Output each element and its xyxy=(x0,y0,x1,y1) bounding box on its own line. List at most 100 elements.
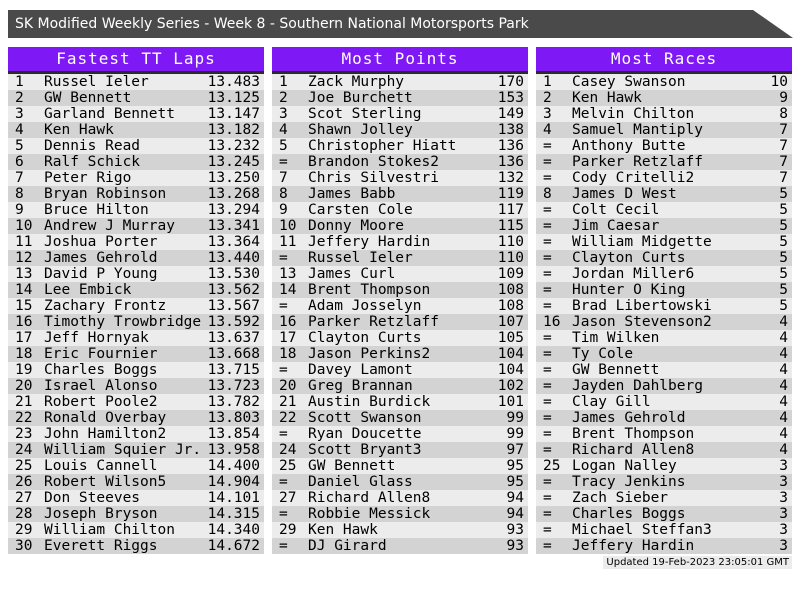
rank-cell: 9 xyxy=(279,202,288,218)
table-row: = Clay Gill 4 xyxy=(536,394,792,410)
rank-cell: 8 xyxy=(543,186,552,202)
name-cell: Dennis Read xyxy=(44,138,141,154)
rank-cell: = xyxy=(543,394,552,410)
rank-cell: 29 xyxy=(279,522,297,538)
table-row: = Robbie Messick 94 xyxy=(272,506,528,522)
name-cell: Brent Thompson xyxy=(572,426,695,442)
rank-cell: = xyxy=(543,154,552,170)
rank-cell: 3 xyxy=(543,106,552,122)
name-cell: Christopher Hiatt xyxy=(308,138,457,154)
name-cell: Joshua Porter xyxy=(44,234,158,250)
name-cell: William Midgette xyxy=(572,234,712,250)
table-row: 20 Greg Brannan 102 xyxy=(272,378,528,394)
value-cell: 107 xyxy=(497,314,524,330)
table-row: 9 Bruce Hilton 13.294 xyxy=(8,202,264,218)
value-cell: 13.245 xyxy=(207,154,260,170)
value-cell: 5 xyxy=(779,186,788,202)
value-cell: 153 xyxy=(497,90,524,106)
value-cell: 13.530 xyxy=(207,266,260,282)
value-cell: 5 xyxy=(779,218,788,234)
table-row: 16 Jason Stevenson2 4 xyxy=(536,314,792,330)
rank-cell: = xyxy=(543,362,552,378)
rank-cell: 27 xyxy=(279,490,297,506)
table-row: 8 James Babb 119 xyxy=(272,186,528,202)
table-row: 17 Clayton Curts 105 xyxy=(272,330,528,346)
rank-cell: 29 xyxy=(15,522,33,538)
rank-cell: = xyxy=(279,154,288,170)
table-row: 7 Chris Silvestri 132 xyxy=(272,170,528,186)
name-cell: Israel Alonso xyxy=(44,378,158,394)
name-cell: Michael Steffan3 xyxy=(572,522,712,538)
name-cell: Brad Libertowski xyxy=(572,298,712,314)
table-row: = Ryan Doucette 99 xyxy=(272,426,528,442)
table-row: = Jeffery Hardin 3 xyxy=(536,538,792,554)
name-cell: Robert Poole2 xyxy=(44,394,158,410)
name-cell: Garland Bennett xyxy=(44,106,175,122)
table-row: = Michael Steffan3 3 xyxy=(536,522,792,538)
rank-cell: 1 xyxy=(543,74,552,90)
rank-cell: 2 xyxy=(279,90,288,106)
table-row: 19 Charles Boggs 13.715 xyxy=(8,362,264,378)
value-cell: 105 xyxy=(497,330,524,346)
rank-cell: 2 xyxy=(15,90,24,106)
rank-cell: = xyxy=(543,346,552,362)
table-row: 2 GW Bennett 13.125 xyxy=(8,90,264,106)
rank-cell: 14 xyxy=(15,282,33,298)
rank-cell: 10 xyxy=(279,218,297,234)
name-cell: Richard Allen8 xyxy=(308,490,431,506)
value-cell: 4 xyxy=(779,330,788,346)
name-cell: James Gehrold xyxy=(44,250,158,266)
value-cell: 4 xyxy=(779,394,788,410)
name-cell: Carsten Cole xyxy=(308,202,413,218)
name-cell: Andrew J Murray xyxy=(44,218,175,234)
table-row: = Richard Allen8 4 xyxy=(536,442,792,458)
value-cell: 93 xyxy=(506,538,524,554)
header-divider xyxy=(272,71,528,74)
value-cell: 4 xyxy=(779,442,788,458)
value-cell: 7 xyxy=(779,154,788,170)
value-cell: 102 xyxy=(497,378,524,394)
rank-cell: 9 xyxy=(15,202,24,218)
value-cell: 14.340 xyxy=(207,522,260,538)
value-cell: 4 xyxy=(779,314,788,330)
value-cell: 99 xyxy=(506,426,524,442)
value-cell: 5 xyxy=(779,282,788,298)
name-cell: Jeff Hornyak xyxy=(44,330,149,346)
table-row: = William Midgette 5 xyxy=(536,234,792,250)
rank-cell: 15 xyxy=(15,298,33,314)
name-cell: Jayden Dahlberg xyxy=(572,378,703,394)
value-cell: 13.232 xyxy=(207,138,260,154)
rank-cell: 27 xyxy=(15,490,33,506)
name-cell: Parker Retzlaff xyxy=(572,154,703,170)
table-row: 21 Austin Burdick 101 xyxy=(272,394,528,410)
table-row: = Anthony Butte 7 xyxy=(536,138,792,154)
most-points-table: Most Points 1 Zack Murphy 170 2 Joe Burchett… xyxy=(272,47,528,554)
value-cell: 95 xyxy=(506,474,524,490)
value-cell: 170 xyxy=(497,74,524,90)
rank-cell: 19 xyxy=(15,362,33,378)
value-cell: 13.782 xyxy=(207,394,260,410)
name-cell: Charles Boggs xyxy=(44,362,158,378)
rank-cell: 10 xyxy=(15,218,33,234)
rank-cell: 3 xyxy=(15,106,24,122)
table-row: = Clayton Curts 5 xyxy=(536,250,792,266)
rank-cell: = xyxy=(543,426,552,442)
rank-cell: = xyxy=(543,442,552,458)
table-row: 1 Casey Swanson 10 xyxy=(536,74,792,90)
name-cell: Donny Moore xyxy=(308,218,405,234)
name-cell: Shawn Jolley xyxy=(308,122,413,138)
rank-cell: 20 xyxy=(279,378,297,394)
value-cell: 13.854 xyxy=(207,426,260,442)
value-cell: 4 xyxy=(779,346,788,362)
table-row: 25 Logan Nalley 3 xyxy=(536,458,792,474)
table-row: = GW Bennett 4 xyxy=(536,362,792,378)
page-title: SK Modified Weekly Series - Week 8 - Sou… xyxy=(15,16,529,32)
value-cell: 119 xyxy=(497,186,524,202)
value-cell: 13.562 xyxy=(207,282,260,298)
value-cell: 13.958 xyxy=(207,442,260,458)
value-cell: 101 xyxy=(497,394,524,410)
name-cell: Austin Burdick xyxy=(308,394,431,410)
name-cell: Tim Wilken xyxy=(572,330,660,346)
value-cell: 14.315 xyxy=(207,506,260,522)
name-cell: Tracy Jenkins xyxy=(572,474,686,490)
